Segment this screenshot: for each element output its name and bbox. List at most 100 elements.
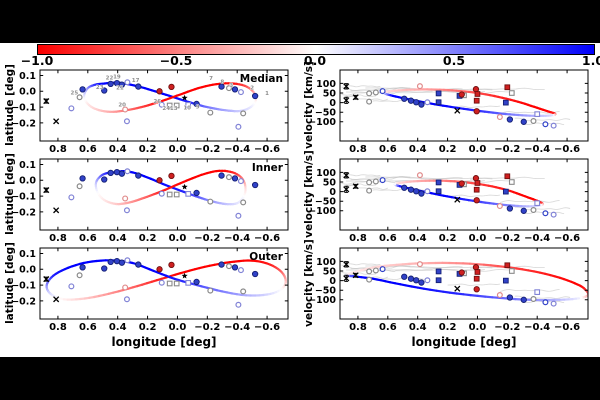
marker-circle — [218, 261, 225, 268]
axis-ticks — [340, 70, 588, 141]
marker-circle — [366, 98, 373, 105]
point-number-label: 24 — [162, 106, 170, 112]
marker-x — [343, 261, 350, 268]
x-tick-label: −0.4 — [224, 322, 250, 333]
panel-title-median: Median — [239, 73, 283, 85]
marker-square — [534, 111, 541, 117]
x-tick-label: 0.0 — [469, 233, 487, 244]
x-tick-labels: 0.8 0.6 0.4 0.2 0.0 −0.2 −0.4 −0.6 — [349, 144, 580, 155]
y-axis-label-velocity: velocity [km/s] — [303, 239, 315, 327]
panel-plot-area — [341, 261, 588, 304]
marker-square — [508, 179, 515, 185]
marker-star — [181, 183, 188, 190]
marker-circle — [366, 90, 373, 97]
marker-square — [435, 188, 442, 195]
marker-square — [508, 268, 515, 274]
marker-circle — [76, 183, 83, 190]
marker-circle — [458, 269, 465, 276]
point-number-label: 19 — [113, 74, 121, 80]
y-tick-label: −50 — [315, 108, 337, 119]
data-points — [343, 172, 557, 218]
marker-circle — [418, 279, 425, 286]
marker-x — [343, 275, 350, 282]
orbit-curve — [45, 259, 287, 301]
axes-frame — [39, 158, 289, 231]
marker-square — [435, 277, 442, 284]
x-tick-labels: 0.8 0.6 0.4 0.2 0.0 −0.2 −0.4 −0.6 — [49, 322, 280, 333]
marker-circle — [156, 266, 163, 273]
marker-circle — [101, 87, 108, 94]
marker-square — [173, 280, 180, 287]
marker-x — [43, 276, 50, 283]
point-number-label: 23 — [96, 85, 104, 91]
marker-square — [473, 97, 480, 104]
marker-circle — [366, 268, 373, 275]
x-axis-label-longitude: longitude [deg] — [111, 335, 217, 349]
colorbar — [37, 44, 595, 55]
marker-circle — [123, 296, 130, 303]
x-tick-label: 0.4 — [109, 322, 127, 333]
marker-circle — [240, 199, 247, 206]
point-number-label: 10 — [183, 105, 191, 111]
marker-circle — [372, 178, 379, 185]
marker-circle — [401, 273, 408, 280]
marker-circle — [135, 261, 142, 268]
x-tick-label: 0.8 — [49, 322, 67, 333]
y-tick-label: 0 — [329, 187, 336, 198]
marker-circle — [235, 301, 242, 308]
marker-circle — [237, 178, 244, 185]
y-tick-label: −100 — [308, 206, 336, 217]
panel-outer-sky: 0.8 0.6 0.4 0.2 0.0 −0.2 −0.4 −0.6 0.1 0.0 −0.1 −0.… — [11, 247, 289, 333]
panel-plot-area — [45, 259, 287, 301]
y-tick-label: 0.0 — [19, 176, 36, 187]
marker-circle — [118, 170, 126, 177]
axis-ticks — [40, 248, 288, 319]
marker-circle — [472, 264, 480, 271]
marker-circle — [542, 210, 549, 217]
marker-square — [504, 262, 511, 269]
data-points — [343, 83, 557, 129]
marker-x — [53, 118, 60, 125]
marker-x — [43, 187, 50, 194]
marker-circle — [225, 85, 232, 92]
y-tick-label: −0.2 — [11, 118, 36, 129]
y-tick-label: −0.2 — [11, 207, 36, 218]
marker-square — [502, 188, 509, 195]
marker-x — [352, 183, 359, 190]
marker-circle — [251, 92, 259, 100]
marker-circle — [542, 299, 549, 306]
marker-square — [173, 191, 180, 198]
marker-circle — [107, 258, 114, 266]
x-tick-label: −0.2 — [194, 233, 220, 244]
y-tick-label: 50 — [323, 88, 337, 99]
marker-circle — [79, 86, 86, 93]
marker-x — [343, 83, 350, 90]
marker-square — [166, 102, 173, 109]
y-tick-label: 50 — [323, 177, 337, 188]
marker-square — [474, 180, 481, 186]
marker-x — [43, 98, 50, 105]
marker-circle — [372, 267, 379, 274]
marker-square — [508, 90, 515, 96]
colorbar-tick-label: −1.0 — [20, 53, 54, 68]
y-tick-labels: 0.1 0.0 −0.1 −0.2 — [11, 71, 36, 129]
marker-circle — [251, 270, 259, 278]
marker-square — [474, 269, 481, 275]
marker-circle — [416, 172, 423, 179]
marker-circle — [135, 83, 142, 90]
marker-square — [185, 191, 192, 197]
marker-square — [502, 277, 509, 284]
y-tick-label: 0.1 — [19, 249, 36, 260]
colorbar-tick-label: 0.0 — [303, 53, 327, 68]
y-tick-label: −50 — [315, 286, 337, 297]
x-tick-label: 0.8 — [49, 233, 67, 244]
x-tick-label: 0.8 — [349, 144, 367, 155]
marker-circle — [218, 83, 225, 90]
marker-circle — [379, 266, 386, 273]
marker-circle — [240, 110, 247, 117]
marker-circle — [550, 211, 557, 218]
marker-square — [473, 186, 480, 193]
y-tick-label: 0.0 — [19, 265, 36, 276]
